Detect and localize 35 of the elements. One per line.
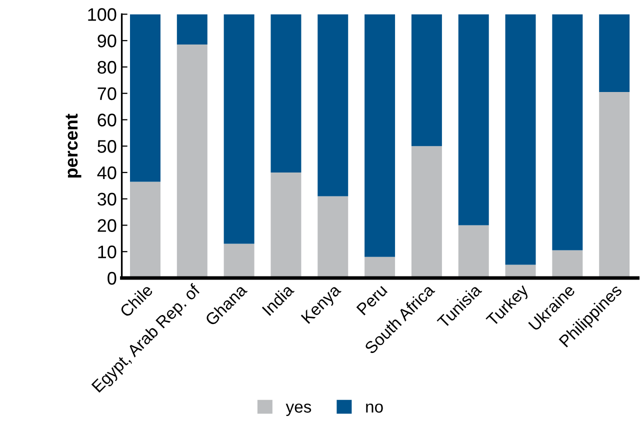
y-tick-label: 50: [98, 140, 116, 153]
bar: [224, 14, 254, 244]
y-tick-label: 100: [88, 8, 116, 21]
bar: [552, 14, 583, 250]
bar: [270, 14, 302, 172]
y-tick-label: 90: [98, 34, 116, 48]
bar: [411, 14, 442, 146]
y-tick-label: 10: [98, 246, 116, 258]
bar: [364, 14, 396, 257]
bar: [318, 196, 348, 278]
y-tick-label: 0: [108, 272, 116, 285]
y-tick-label: 20: [98, 219, 116, 232]
bar: [176, 14, 208, 45]
bar: [224, 244, 254, 278]
bar: [411, 146, 442, 278]
bar: [364, 256, 396, 278]
bar: [176, 44, 208, 278]
bar: [552, 250, 583, 278]
bar: [130, 14, 160, 182]
y-tick-label: 40: [97, 166, 116, 180]
bar: [458, 225, 489, 278]
legend-label: yes: [286, 404, 312, 416]
y-tick-label: 30: [98, 192, 116, 206]
y-tick-label: 70: [98, 87, 116, 100]
y-axis-title: percent: [66, 114, 82, 178]
bar: [270, 172, 302, 278]
bar: [318, 14, 348, 196]
y-tick-label: 60: [98, 114, 116, 126]
legend-label: no: [366, 404, 383, 413]
bar: [458, 14, 489, 226]
bar: [599, 14, 630, 92]
bar: [599, 92, 630, 278]
bar: [505, 14, 536, 265]
y-tick-label: 80: [98, 60, 116, 74]
bar: [130, 182, 160, 278]
